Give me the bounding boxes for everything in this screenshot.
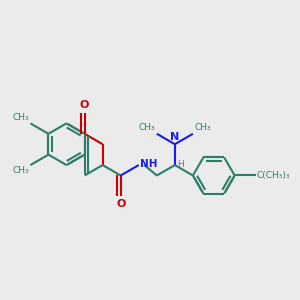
Text: N: N: [170, 133, 179, 142]
Text: O: O: [116, 199, 125, 209]
Text: CH₃: CH₃: [12, 166, 29, 175]
Text: H: H: [177, 160, 184, 169]
Text: O: O: [80, 100, 89, 110]
Text: C(CH₃)₃: C(CH₃)₃: [257, 171, 290, 180]
Text: CH₃: CH₃: [194, 123, 211, 132]
Text: CH₃: CH₃: [139, 123, 155, 132]
Text: NH: NH: [140, 159, 158, 169]
Text: CH₃: CH₃: [12, 113, 29, 122]
